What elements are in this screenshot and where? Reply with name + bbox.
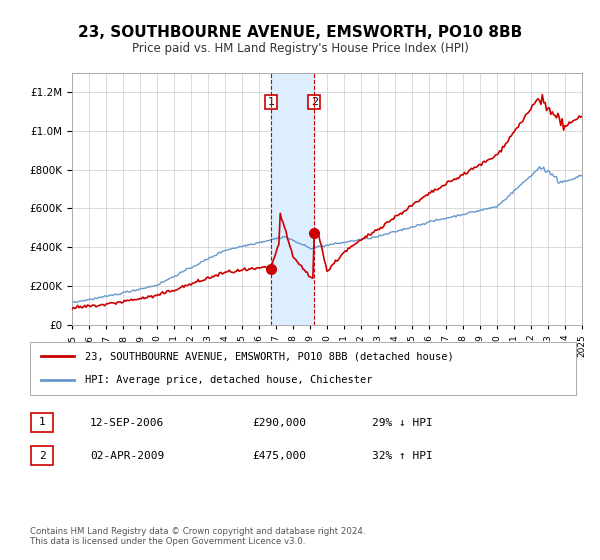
FancyBboxPatch shape bbox=[30, 342, 576, 395]
Text: 02-APR-2009: 02-APR-2009 bbox=[90, 451, 164, 461]
FancyBboxPatch shape bbox=[31, 446, 53, 465]
Text: 1: 1 bbox=[268, 97, 275, 107]
Text: £475,000: £475,000 bbox=[252, 451, 306, 461]
Text: £290,000: £290,000 bbox=[252, 418, 306, 428]
Bar bbox=[271, 73, 314, 325]
Text: 12-SEP-2006: 12-SEP-2006 bbox=[90, 418, 164, 428]
Text: Price paid vs. HM Land Registry's House Price Index (HPI): Price paid vs. HM Land Registry's House … bbox=[131, 42, 469, 55]
Text: 1: 1 bbox=[38, 417, 46, 427]
Text: Contains HM Land Registry data © Crown copyright and database right 2024.
This d: Contains HM Land Registry data © Crown c… bbox=[30, 526, 365, 546]
Text: 2: 2 bbox=[311, 97, 318, 107]
FancyBboxPatch shape bbox=[31, 413, 53, 432]
Text: 23, SOUTHBOURNE AVENUE, EMSWORTH, PO10 8BB: 23, SOUTHBOURNE AVENUE, EMSWORTH, PO10 8… bbox=[78, 25, 522, 40]
Text: 2: 2 bbox=[38, 451, 46, 461]
Text: 29% ↓ HPI: 29% ↓ HPI bbox=[372, 418, 433, 428]
Text: 23, SOUTHBOURNE AVENUE, EMSWORTH, PO10 8BB (detached house): 23, SOUTHBOURNE AVENUE, EMSWORTH, PO10 8… bbox=[85, 352, 454, 362]
Text: HPI: Average price, detached house, Chichester: HPI: Average price, detached house, Chic… bbox=[85, 375, 372, 385]
Text: 32% ↑ HPI: 32% ↑ HPI bbox=[372, 451, 433, 461]
